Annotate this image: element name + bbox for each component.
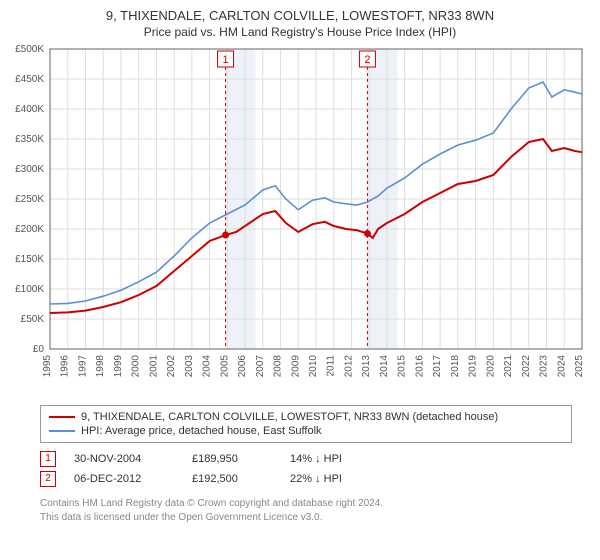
legend-item: HPI: Average price, detached house, East… — [49, 424, 563, 438]
sale-date: 06-DEC-2012 — [74, 473, 174, 485]
sale-delta: 14% ↓ HPI — [290, 453, 380, 465]
svg-text:£150K: £150K — [15, 254, 44, 265]
legend-label: 9, THIXENDALE, CARLTON COLVILLE, LOWESTO… — [81, 411, 498, 423]
svg-text:1996: 1996 — [60, 355, 71, 378]
legend-swatch — [49, 416, 75, 418]
svg-text:2025: 2025 — [574, 355, 585, 378]
svg-text:2010: 2010 — [308, 355, 319, 378]
svg-text:2013: 2013 — [361, 355, 372, 378]
svg-text:2015: 2015 — [397, 355, 408, 378]
svg-text:2000: 2000 — [131, 355, 142, 378]
svg-text:£100K: £100K — [15, 284, 44, 295]
svg-text:1998: 1998 — [95, 355, 106, 378]
legend-item: 9, THIXENDALE, CARLTON COLVILLE, LOWESTO… — [49, 410, 563, 424]
sale-delta: 22% ↓ HPI — [290, 473, 380, 485]
chart-title-address: 9, THIXENDALE, CARLTON COLVILLE, LOWESTO… — [0, 8, 600, 23]
chart-area: £0 £50K £100K £150K £200K £250K £300K £350K £400… — [0, 39, 600, 399]
svg-text:2018: 2018 — [450, 355, 461, 378]
svg-text:£400K: £400K — [15, 104, 44, 115]
svg-text:1997: 1997 — [77, 355, 88, 378]
svg-text:£300K: £300K — [15, 164, 44, 175]
svg-text:1999: 1999 — [113, 355, 124, 378]
sale-price: £192,500 — [192, 473, 272, 485]
svg-text:2008: 2008 — [273, 355, 284, 378]
sale-price: £189,950 — [192, 453, 272, 465]
svg-text:2002: 2002 — [166, 355, 177, 378]
legend-label: HPI: Average price, detached house, East… — [81, 425, 322, 437]
chart-title-sub: Price paid vs. HM Land Registry's House … — [0, 25, 600, 39]
svg-text:1995: 1995 — [42, 355, 53, 378]
sales-table: 1 30-NOV-2004 £189,950 14% ↓ HPI 2 06-DE… — [40, 449, 572, 489]
svg-text:2006: 2006 — [237, 355, 248, 378]
svg-text:£200K: £200K — [15, 224, 44, 235]
svg-text:2024: 2024 — [556, 355, 567, 378]
svg-text:2005: 2005 — [219, 355, 230, 378]
svg-text:2014: 2014 — [379, 355, 390, 378]
svg-text:2021: 2021 — [503, 355, 514, 378]
svg-text:1: 1 — [222, 54, 228, 66]
footer: Contains HM Land Registry data © Crown c… — [40, 497, 572, 524]
svg-text:£0: £0 — [33, 344, 45, 355]
svg-text:2001: 2001 — [148, 355, 159, 378]
sale-marker: 1 — [40, 451, 56, 467]
svg-text:2017: 2017 — [432, 355, 443, 378]
svg-text:2020: 2020 — [485, 355, 496, 378]
svg-text:£250K: £250K — [15, 194, 44, 205]
footer-line: Contains HM Land Registry data © Crown c… — [40, 497, 572, 511]
svg-text:2003: 2003 — [184, 355, 195, 378]
sale-marker: 2 — [40, 471, 56, 487]
page-root: 9, THIXENDALE, CARLTON COLVILLE, LOWESTO… — [0, 0, 600, 524]
svg-text:2004: 2004 — [202, 355, 213, 378]
svg-text:2011: 2011 — [326, 355, 337, 377]
legend-swatch — [49, 430, 75, 432]
price-chart: £0 £50K £100K £150K £200K £250K £300K £350K £400… — [0, 39, 600, 399]
svg-text:2012: 2012 — [343, 355, 354, 378]
sales-row: 2 06-DEC-2012 £192,500 22% ↓ HPI — [40, 469, 572, 489]
footer-line: This data is licensed under the Open Gov… — [40, 511, 572, 525]
svg-text:2: 2 — [364, 54, 370, 66]
sale-date: 30-NOV-2004 — [74, 453, 174, 465]
chart-titles: 9, THIXENDALE, CARLTON COLVILLE, LOWESTO… — [0, 0, 600, 39]
svg-text:£50K: £50K — [21, 314, 45, 325]
svg-text:2009: 2009 — [290, 355, 301, 378]
svg-text:2022: 2022 — [521, 355, 532, 378]
sales-row: 1 30-NOV-2004 £189,950 14% ↓ HPI — [40, 449, 572, 469]
svg-text:£450K: £450K — [15, 74, 44, 85]
svg-text:£350K: £350K — [15, 134, 44, 145]
svg-text:£500K: £500K — [15, 44, 44, 55]
svg-text:2016: 2016 — [414, 355, 425, 378]
svg-text:2007: 2007 — [255, 355, 266, 378]
svg-text:2023: 2023 — [539, 355, 550, 378]
legend: 9, THIXENDALE, CARLTON COLVILLE, LOWESTO… — [40, 405, 572, 443]
svg-text:2019: 2019 — [468, 355, 479, 378]
